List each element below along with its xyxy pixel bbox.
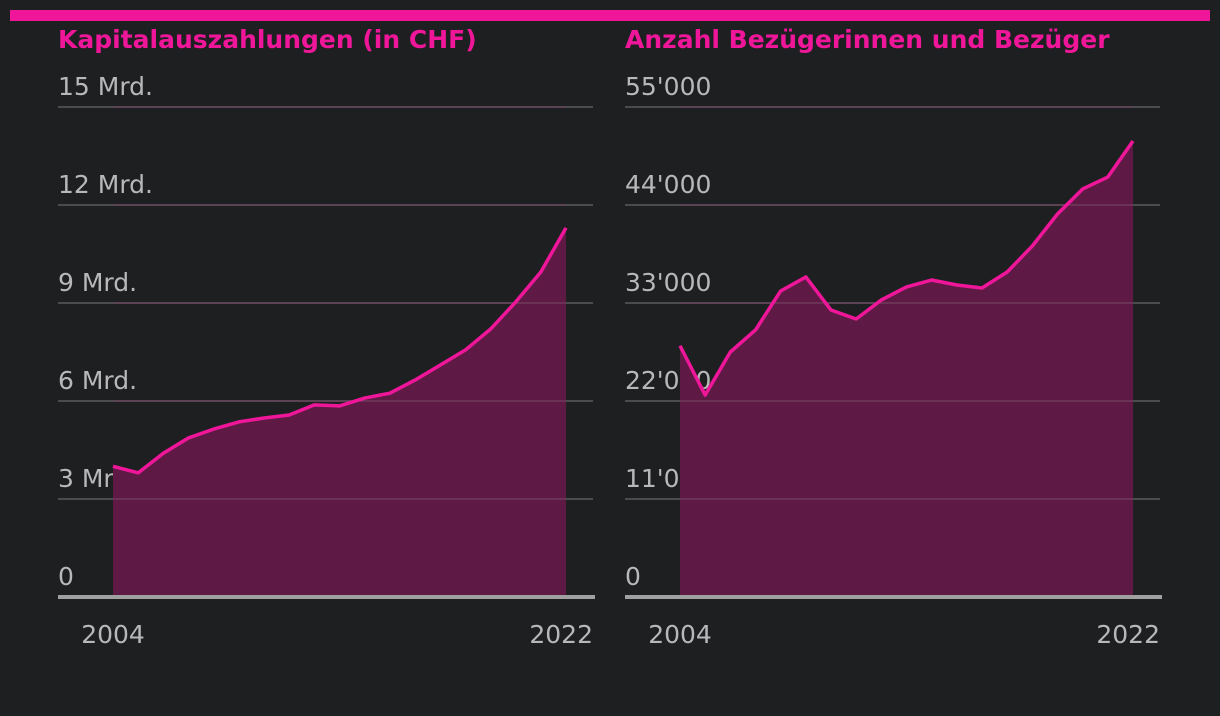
area <box>113 227 566 597</box>
y-tick-label: 0 <box>625 562 641 591</box>
y-tick-label: 12 Mrd. <box>58 170 153 199</box>
top-bar <box>10 10 1210 21</box>
y-tick-label: 44'000 <box>625 170 711 199</box>
y-tick-label: 6 Mrd. <box>58 366 137 395</box>
y-tick-label: 33'000 <box>625 268 711 297</box>
line <box>112 226 568 475</box>
y-tick-label: 0 <box>58 562 74 591</box>
y-tick-label: 9 Mrd. <box>58 268 137 297</box>
x-tick-label: 2004 <box>81 620 145 649</box>
y-tick-label: 15 Mrd. <box>58 72 153 101</box>
x-tick-label: 2022 <box>1096 620 1160 649</box>
x-tick-label: 2004 <box>648 620 712 649</box>
line <box>678 140 1135 397</box>
chart-title: Anzahl Bezügerinnen und Bezüger <box>625 25 1110 54</box>
x-tick-label: 2022 <box>529 620 593 649</box>
y-tick-label: 55'000 <box>625 72 711 101</box>
chart-title: Kapitalauszahlungen (in CHF) <box>58 25 477 54</box>
area <box>680 141 1133 598</box>
